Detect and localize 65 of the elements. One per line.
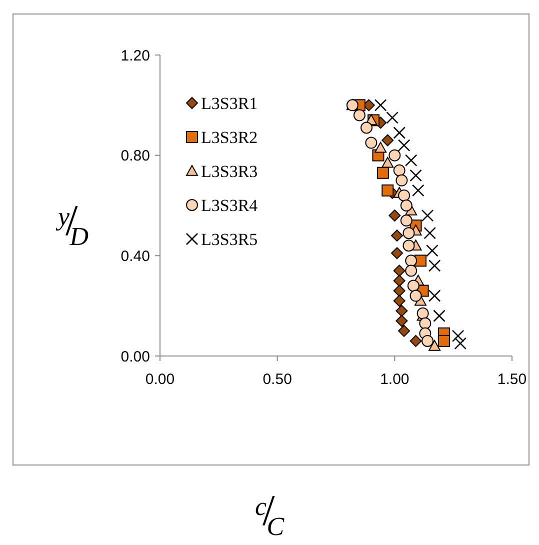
- y-tick-label: 0.40: [120, 248, 150, 265]
- point: [374, 142, 387, 153]
- point: [424, 226, 436, 240]
- point: [428, 260, 441, 272]
- point: [410, 169, 422, 182]
- point: [410, 334, 422, 347]
- point: [398, 139, 410, 152]
- legend-label: L3S3R5: [201, 230, 258, 249]
- x-tick-label: 0.50: [262, 371, 292, 388]
- point: [382, 184, 394, 196]
- point: [360, 122, 373, 134]
- point: [438, 334, 450, 347]
- point: [400, 200, 412, 212]
- point: [407, 280, 420, 292]
- point: [393, 284, 406, 297]
- x-tick-label: 1.50: [497, 371, 527, 388]
- point: [391, 230, 404, 242]
- point: [393, 274, 406, 287]
- point: [398, 324, 410, 337]
- point: [454, 337, 467, 350]
- point: [402, 240, 415, 252]
- point: [376, 166, 389, 179]
- point: [393, 164, 406, 176]
- y-tick-label: 1.20: [120, 47, 150, 64]
- point: [396, 314, 408, 327]
- point: [404, 154, 418, 166]
- y-tick-label: 0.00: [120, 348, 150, 366]
- point: [393, 294, 406, 307]
- point: [405, 254, 418, 267]
- point: [410, 290, 422, 302]
- x-tick-label: 1.00: [380, 371, 410, 388]
- point: [402, 227, 415, 240]
- point: [426, 244, 438, 257]
- y-tick-label: 0.80: [120, 148, 150, 165]
- point: [433, 310, 446, 322]
- legend-label: L3S3R3: [201, 162, 258, 181]
- point: [405, 264, 418, 277]
- point: [452, 330, 464, 342]
- point: [400, 214, 412, 227]
- point: [386, 112, 398, 124]
- point: [421, 209, 434, 222]
- point: [353, 109, 366, 122]
- point: [428, 290, 441, 302]
- point: [388, 149, 401, 162]
- point: [396, 304, 408, 317]
- point: [388, 210, 401, 222]
- point: [374, 99, 387, 112]
- point: [393, 126, 406, 139]
- point: [419, 317, 432, 330]
- point: [393, 264, 406, 277]
- y-axis-title: $^{y}$/$_{D}$: [55, 196, 89, 252]
- point: [422, 334, 434, 347]
- point: [382, 134, 394, 146]
- x-axis-title: $^{c}$/$_{C}$: [255, 486, 285, 542]
- point: [412, 184, 424, 197]
- point: [396, 174, 408, 186]
- legend-label: L3S3R2: [201, 128, 258, 147]
- legend-label: L3S3R4: [201, 196, 258, 215]
- point: [398, 189, 410, 202]
- point: [428, 340, 441, 351]
- x-tick-label: 0.00: [145, 371, 175, 388]
- point: [365, 136, 378, 149]
- point: [382, 156, 394, 168]
- legend-label: L3S3R1: [201, 94, 258, 113]
- point: [391, 247, 404, 260]
